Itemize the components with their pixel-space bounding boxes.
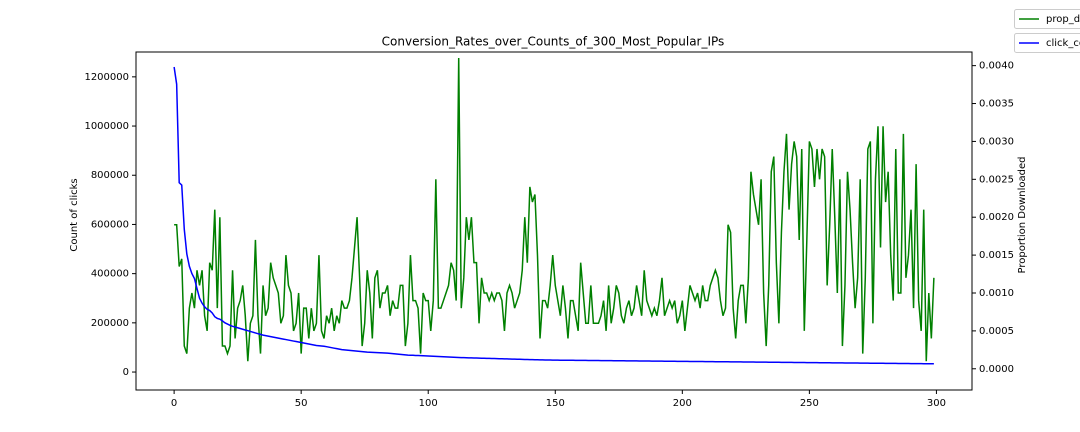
y2-tick-label: 0.0010 (979, 288, 1014, 299)
y2-tick-label: 0.0035 (979, 99, 1014, 110)
y-tick-label: 0 (123, 367, 129, 378)
y2-tick-label: 0.0025 (979, 174, 1014, 185)
chart-title: Conversion_Rates_over_Counts_of_300_Most… (382, 35, 725, 49)
x-tick-label: 300 (927, 398, 946, 409)
y2-tick-label: 0.0015 (979, 250, 1014, 261)
y2-axis-label: Proportion Downloaded (1017, 157, 1028, 274)
y2-tick-label: 0.0000 (979, 364, 1014, 375)
data-line (173, 66, 934, 365)
x-tick-label: 0 (171, 398, 177, 409)
legend-label: click_co (1046, 38, 1080, 49)
x-tick-label: 50 (295, 398, 308, 409)
y2-tick-label: 0.0030 (979, 136, 1014, 147)
legend-box (1014, 9, 1080, 29)
y-tick-label: 1200000 (84, 72, 129, 83)
data-line (174, 58, 935, 362)
x-tick-label: 150 (546, 398, 565, 409)
y-axis-label: Count of clicks (69, 178, 80, 251)
legend-label: prop_d (1046, 14, 1080, 25)
plot-frame (135, 51, 973, 391)
y2-tick-label: 0.0020 (979, 212, 1014, 223)
y-tick-label: 400000 (91, 269, 129, 280)
x-tick-label: 100 (419, 398, 438, 409)
y-tick-label: 200000 (91, 318, 129, 329)
y-tick-label: 600000 (91, 219, 129, 230)
y-tick-label: 1000000 (84, 121, 129, 132)
y2-tick-label: 0.0005 (979, 326, 1014, 337)
x-tick-label: 200 (673, 398, 692, 409)
y-tick-label: 800000 (91, 170, 129, 181)
x-tick-label: 250 (800, 398, 819, 409)
y2-tick-label: 0.0040 (979, 61, 1014, 72)
legend-box (1014, 33, 1080, 53)
